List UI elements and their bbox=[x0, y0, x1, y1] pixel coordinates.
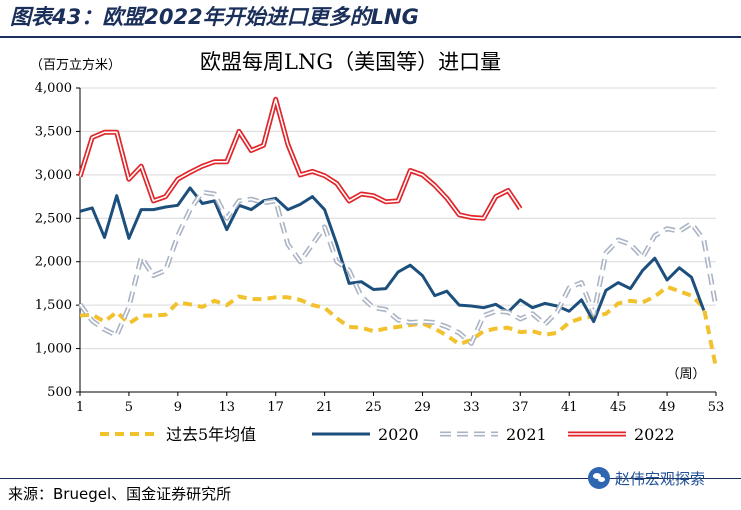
series-line-过去5年均值 bbox=[79, 284, 718, 369]
legend-label: 2020 bbox=[378, 425, 419, 444]
series-line-2022 bbox=[77, 96, 523, 221]
wechat-icon bbox=[588, 467, 610, 489]
x-tick-label: 41 bbox=[561, 400, 578, 415]
source-divider bbox=[0, 478, 741, 479]
x-tick-label: 21 bbox=[316, 400, 333, 415]
source-note: 来源：Bruegel、国金证券研究所 bbox=[8, 485, 232, 503]
x-tick-label: 45 bbox=[610, 400, 627, 415]
legend-label: 过去5年均值 bbox=[166, 425, 256, 444]
legend-label: 2022 bbox=[634, 425, 675, 444]
series-line-2020 bbox=[79, 186, 706, 324]
x-tick-label: 1 bbox=[76, 400, 84, 415]
y-tick-label: 3,000 bbox=[35, 168, 72, 183]
figure-title: 图表43：欧盟2022年开始进口更多的LNG bbox=[10, 5, 419, 29]
x-tick-label: 37 bbox=[512, 400, 529, 415]
x-tick-label: 13 bbox=[218, 400, 235, 415]
series-line-inner-2022 bbox=[79, 98, 521, 220]
watermark: 赵伟宏观探索 bbox=[588, 466, 705, 490]
x-tick-label: 33 bbox=[463, 400, 480, 415]
x-tick-label: 25 bbox=[365, 400, 382, 415]
watermark-text: 赵伟宏观探索 bbox=[615, 469, 706, 488]
x-tick-label: 17 bbox=[267, 400, 284, 415]
legend-label: 2021 bbox=[506, 425, 547, 444]
x-tick-label: 9 bbox=[174, 400, 182, 415]
y-tick-label: 500 bbox=[47, 385, 72, 400]
y-tick-label: 1,500 bbox=[35, 298, 72, 313]
chart-title: 欧盟每周LNG（美国等）进口量 bbox=[200, 50, 502, 74]
series-line-inner-2021 bbox=[79, 191, 717, 345]
x-tick-label: 29 bbox=[414, 400, 431, 415]
y-unit-label: （百万立方米） bbox=[30, 58, 122, 73]
y-tick-label: 3,500 bbox=[35, 124, 72, 139]
x-tick-label: 49 bbox=[659, 400, 676, 415]
title-divider bbox=[0, 36, 741, 38]
x-tick-label: 53 bbox=[708, 400, 725, 415]
x-tick-label: 5 bbox=[125, 400, 133, 415]
x-unit-label: （周） bbox=[666, 367, 705, 382]
line-chart: 4,000 3,500 3,000 2,500 2,000 1,500 1,000 500 1 5… bbox=[35, 81, 725, 444]
y-tick-label: 1,000 bbox=[35, 342, 72, 357]
y-tick-label: 2,000 bbox=[35, 255, 72, 270]
y-tick-label: 4,000 bbox=[35, 81, 72, 96]
y-tick-label: 2,500 bbox=[35, 211, 72, 226]
